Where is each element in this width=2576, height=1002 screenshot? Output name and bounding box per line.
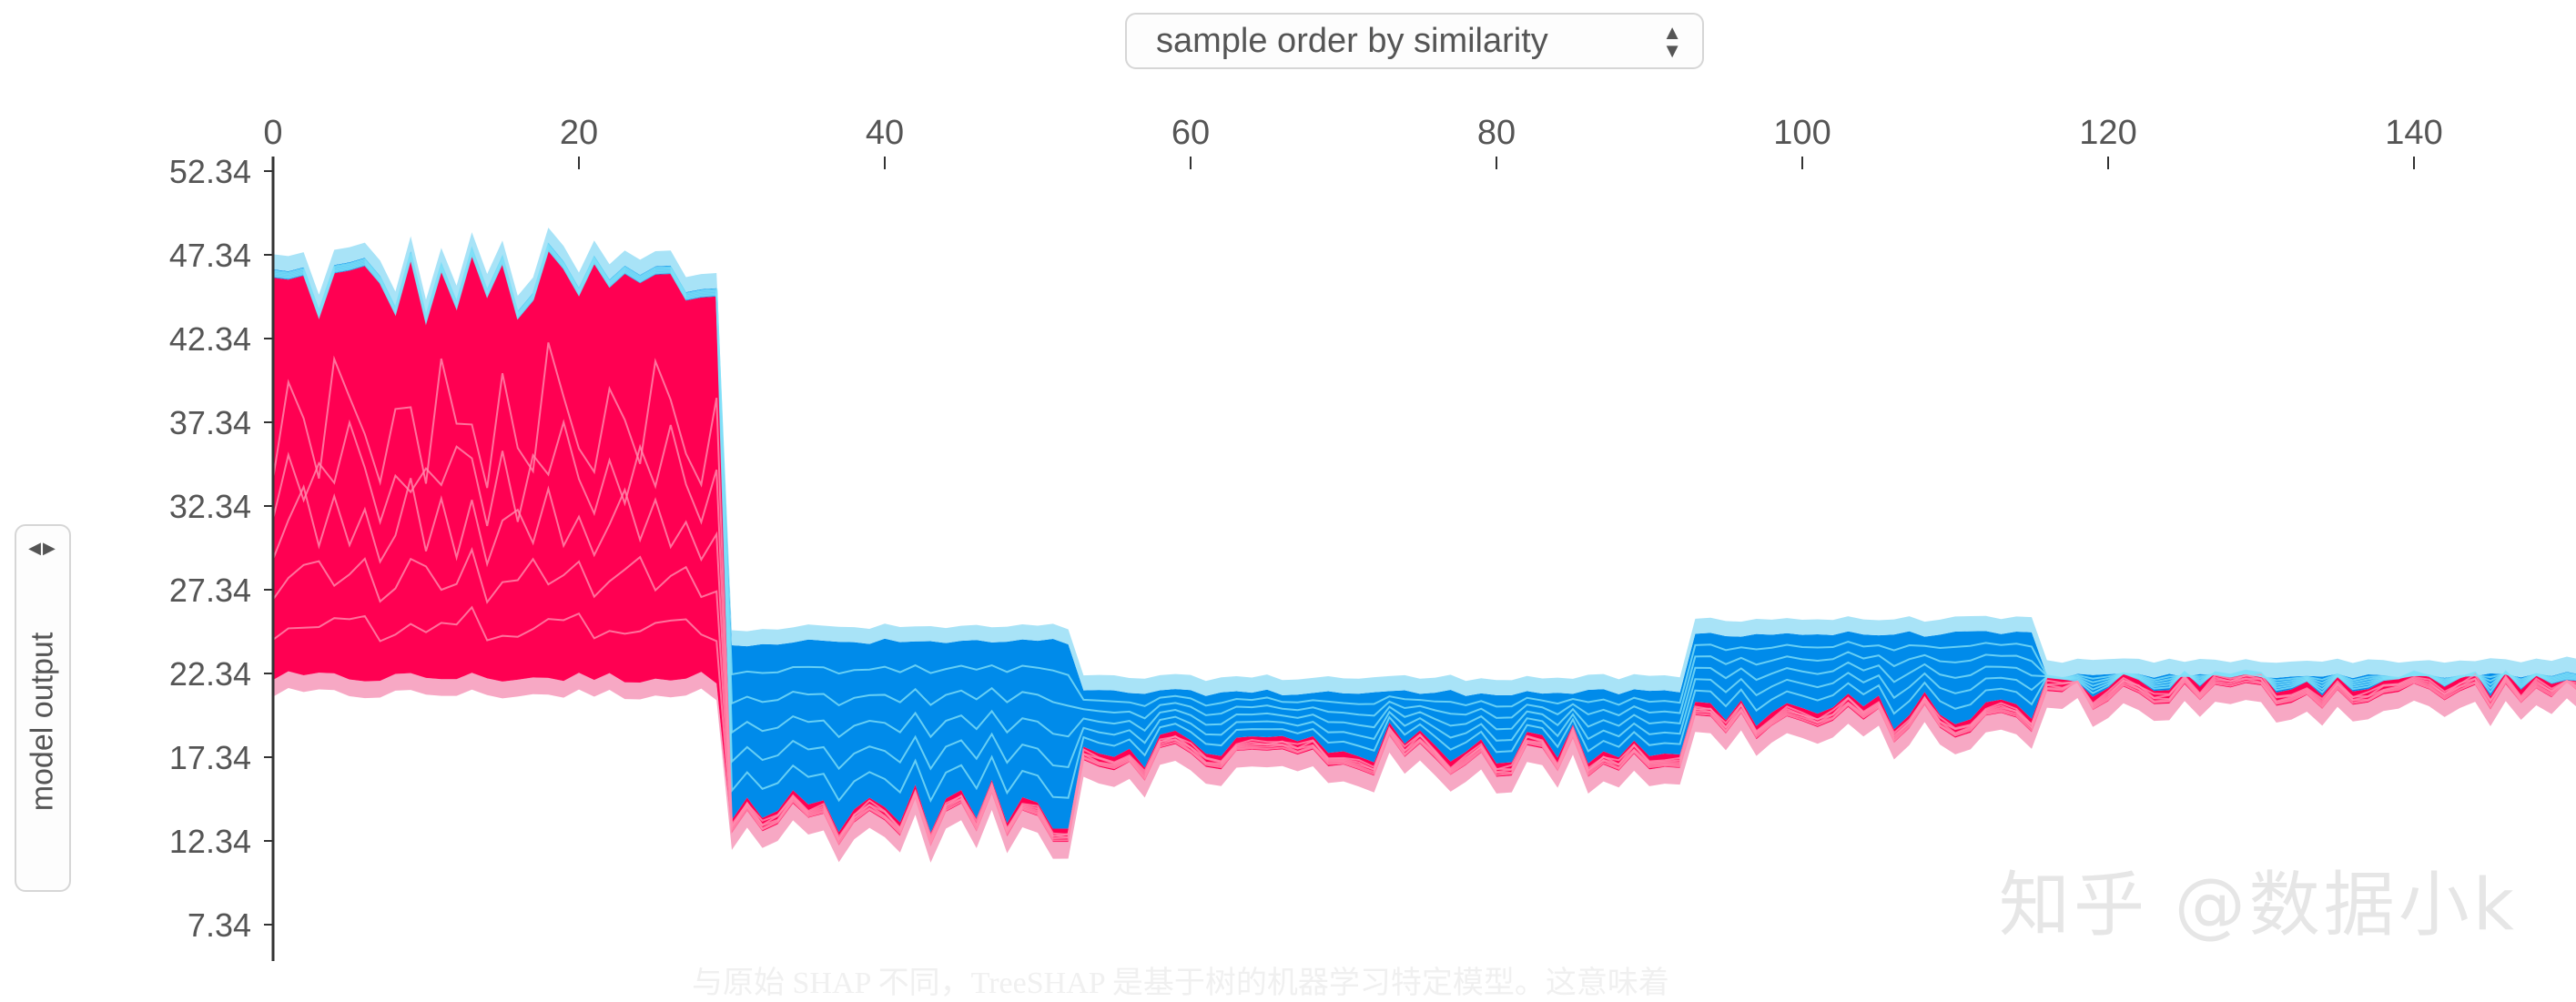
x-tick-label: 100: [1773, 114, 1831, 152]
y-tick-label: 7.34: [188, 906, 251, 944]
sample-order-select[interactable]: sample order by similarity ▲ ▼: [1125, 13, 1704, 69]
blue-feature-line: [272, 242, 2576, 708]
blue-feature-line: [272, 246, 2576, 771]
chart-feature-lines: [272, 242, 2576, 847]
x-tick-label: 80: [1477, 114, 1516, 152]
red-feature-line: [272, 605, 2576, 847]
caption-text: 与原始 SHAP 不同，TreeSHAP 是基于树的机器学习特定模型。这意味着: [692, 967, 1669, 1000]
y-tick-label: 22.34: [169, 655, 251, 693]
watermark-text: 知乎 @数据小k: [1999, 865, 2518, 946]
x-tick-label: 40: [866, 114, 904, 152]
x-tick-label: 20: [560, 114, 598, 152]
y-tick-label: 37.34: [169, 404, 251, 441]
red-feature-line: [272, 342, 2576, 839]
x-tick-label: 60: [1171, 114, 1210, 152]
y-tick-label: 52.34: [169, 153, 251, 190]
y-tick-label: 42.34: [169, 320, 251, 358]
blue-feature-line: [272, 248, 2576, 804]
chart-axes: 7.34 12.34 17.34 22.34 27.34 32.34 37.34 42.34 4…: [169, 114, 2443, 961]
x-tick-label: 0: [263, 114, 282, 152]
select-arrows-icon: ▲ ▼: [1662, 21, 1682, 62]
red-feature-line: [272, 419, 2576, 842]
lower-light-red-band: [273, 671, 2576, 863]
y-tick-label: 47.34: [169, 237, 251, 274]
sample-order-select-value: sample order by similarity: [1156, 21, 1548, 60]
y-tick-label: 32.34: [169, 488, 251, 525]
positive-shap-area: [273, 250, 2576, 846]
x-tick-label: 140: [2385, 114, 2442, 152]
left-right-arrows-icon: ◀▶: [28, 539, 57, 557]
yaxis-select[interactable]: ◀▶ model output: [15, 524, 71, 892]
negative-shap-area: [273, 242, 2576, 833]
blue-feature-line: [272, 245, 2576, 739]
y-tick-label: 27.34: [169, 572, 251, 609]
chart-areas: [273, 228, 2576, 863]
red-feature-line: [272, 547, 2576, 845]
y-tick-label: 17.34: [169, 739, 251, 776]
x-tick-label: 120: [2079, 114, 2136, 152]
blue-feature-line: [272, 243, 2576, 720]
y-tick-label: 12.34: [169, 823, 251, 860]
